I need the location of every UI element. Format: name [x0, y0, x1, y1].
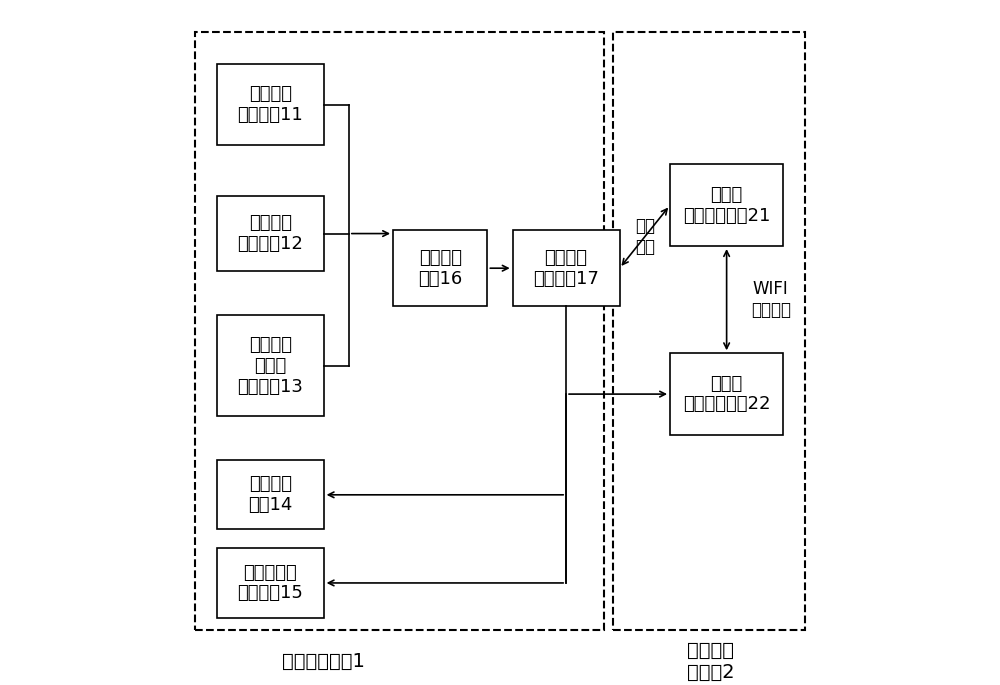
Text: 患者端
显示处理模块21: 患者端 显示处理模块21	[683, 186, 770, 225]
Text: 训练提醒
模块14: 训练提醒 模块14	[248, 475, 292, 514]
Text: 蓝牙
传输: 蓝牙 传输	[635, 217, 655, 256]
FancyBboxPatch shape	[670, 164, 783, 246]
FancyBboxPatch shape	[217, 315, 324, 416]
Text: 唇部压力
检测模块11: 唇部压力 检测模块11	[237, 85, 303, 124]
Text: 温湿度状态
显示模块15: 温湿度状态 显示模块15	[237, 564, 303, 602]
Text: 舌部压力
检测模块12: 舌部压力 检测模块12	[237, 214, 303, 253]
FancyBboxPatch shape	[217, 460, 324, 530]
Text: 患者传感器端1: 患者传感器端1	[282, 652, 365, 671]
FancyBboxPatch shape	[217, 64, 324, 145]
FancyBboxPatch shape	[217, 196, 324, 271]
Text: WIFI
同步传输: WIFI 同步传输	[751, 280, 791, 319]
Text: 信号调理
模块16: 信号调理 模块16	[418, 249, 462, 288]
FancyBboxPatch shape	[393, 230, 487, 306]
FancyBboxPatch shape	[513, 230, 620, 306]
Text: 唇部外侧
温湿度
检测模块13: 唇部外侧 温湿度 检测模块13	[237, 336, 303, 395]
FancyBboxPatch shape	[670, 353, 783, 435]
FancyBboxPatch shape	[217, 548, 324, 618]
Text: 医生端或
患者端2: 医生端或 患者端2	[687, 641, 735, 682]
Text: 医生端
显示处理模块22: 医生端 显示处理模块22	[683, 375, 770, 414]
Text: 数据采集
传输模块17: 数据采集 传输模块17	[533, 249, 599, 288]
